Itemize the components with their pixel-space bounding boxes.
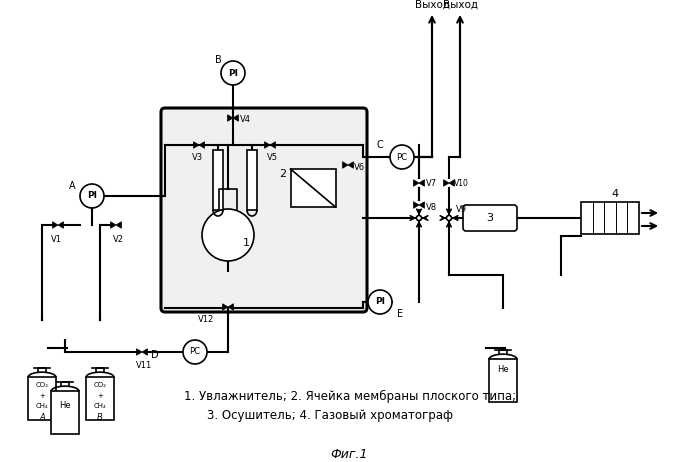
Text: PC: PC (189, 347, 201, 357)
Text: V12: V12 (198, 315, 214, 323)
Text: D: D (151, 350, 159, 360)
Circle shape (221, 61, 245, 85)
Text: CO₂: CO₂ (36, 382, 48, 388)
Polygon shape (136, 349, 142, 355)
Text: E: E (397, 309, 403, 319)
Text: B: B (97, 413, 103, 423)
Bar (213, 150, 223, 210)
Text: PI: PI (375, 298, 385, 306)
Circle shape (447, 215, 452, 220)
Text: +: + (97, 393, 103, 399)
Text: V2: V2 (113, 235, 124, 243)
Text: Выход: Выход (415, 0, 449, 10)
Polygon shape (194, 142, 199, 148)
Polygon shape (414, 202, 419, 208)
Bar (247, 150, 257, 210)
Polygon shape (116, 222, 122, 228)
Text: 1: 1 (243, 238, 250, 248)
Bar (86, 377, 114, 420)
Bar (51, 391, 79, 434)
Text: PI: PI (87, 192, 97, 201)
Circle shape (417, 215, 421, 220)
Text: A: A (39, 413, 45, 423)
Polygon shape (264, 142, 270, 148)
Polygon shape (58, 222, 64, 228)
Polygon shape (348, 162, 354, 168)
Text: Фиг.1: Фиг.1 (330, 448, 368, 461)
Text: V3: V3 (192, 153, 203, 163)
Text: 3. Осушитель; 4. Газовый хроматограф: 3. Осушитель; 4. Газовый хроматограф (207, 408, 453, 421)
Polygon shape (419, 180, 424, 186)
Polygon shape (419, 202, 424, 208)
Text: 1. Увлажнитель; 2. Ячейка мембраны плоского типа;: 1. Увлажнитель; 2. Ячейка мембраны плоск… (184, 389, 516, 402)
Text: 4: 4 (612, 189, 619, 199)
Polygon shape (110, 222, 116, 228)
Polygon shape (414, 180, 419, 186)
Circle shape (390, 145, 414, 169)
Text: 2: 2 (280, 169, 287, 179)
Text: V6: V6 (354, 163, 366, 171)
Text: +: + (39, 393, 45, 399)
Polygon shape (142, 349, 147, 355)
Circle shape (368, 290, 392, 314)
Bar (291, 169, 336, 207)
Bar (581, 202, 639, 234)
Text: V1: V1 (50, 235, 62, 243)
Polygon shape (270, 142, 275, 148)
Polygon shape (228, 304, 233, 310)
Bar (28, 377, 56, 420)
Text: Выход: Выход (442, 0, 477, 10)
Text: He: He (59, 401, 71, 411)
Polygon shape (233, 115, 238, 122)
Text: V7: V7 (426, 178, 437, 188)
Text: C: C (377, 140, 383, 150)
Polygon shape (199, 142, 205, 148)
Circle shape (183, 340, 207, 364)
Text: V10: V10 (454, 178, 468, 188)
Text: PI: PI (228, 68, 238, 78)
Text: V4: V4 (240, 116, 250, 124)
Text: V11: V11 (136, 360, 152, 370)
FancyBboxPatch shape (161, 108, 367, 312)
Text: CO₂: CO₂ (94, 382, 106, 388)
Text: V9: V9 (456, 206, 466, 214)
Polygon shape (222, 304, 228, 310)
Circle shape (202, 209, 254, 261)
Text: He: He (497, 365, 509, 375)
Text: CH₄: CH₄ (36, 403, 48, 409)
Polygon shape (52, 222, 58, 228)
Text: V5: V5 (266, 153, 278, 163)
Text: 3: 3 (487, 213, 493, 223)
Text: A: A (69, 181, 75, 191)
Text: V8: V8 (426, 202, 437, 212)
FancyBboxPatch shape (463, 205, 517, 231)
Text: B: B (215, 55, 222, 65)
Polygon shape (227, 115, 233, 122)
Polygon shape (449, 180, 454, 186)
Bar (489, 359, 517, 402)
Text: PC: PC (396, 152, 408, 162)
Polygon shape (443, 180, 449, 186)
Polygon shape (343, 162, 348, 168)
Text: CH₄: CH₄ (94, 403, 106, 409)
Circle shape (80, 184, 104, 208)
